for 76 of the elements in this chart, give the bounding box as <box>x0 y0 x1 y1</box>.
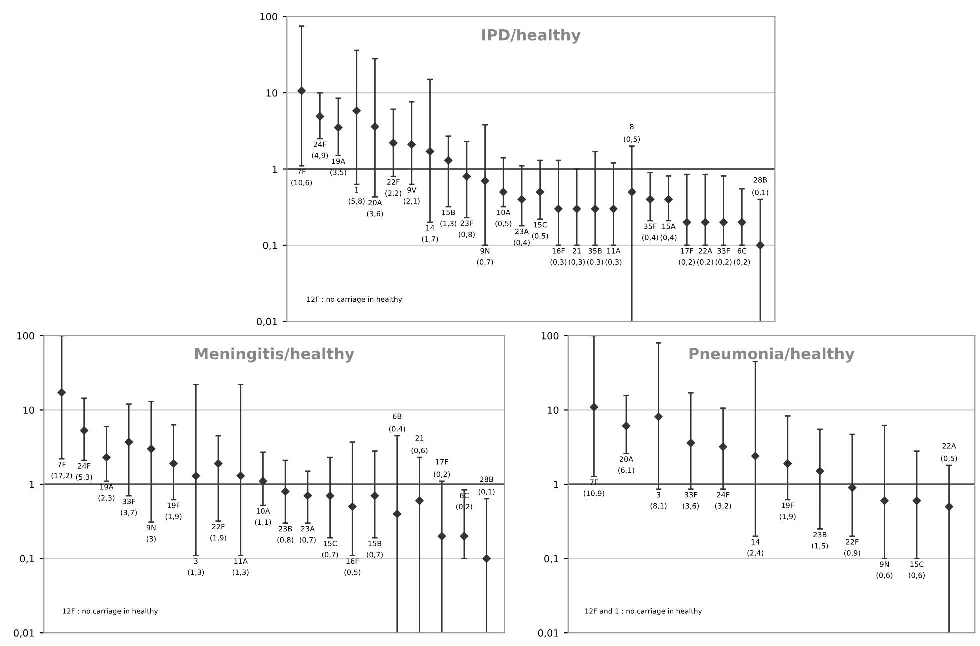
point <box>719 442 728 452</box>
y-tick-label: 0,1 <box>20 555 34 564</box>
point <box>334 124 343 132</box>
point <box>738 218 746 227</box>
y-tick-label: 100 <box>260 13 278 21</box>
y-tick-label: 0,01 <box>257 318 278 327</box>
point <box>622 422 631 430</box>
point <box>701 218 710 227</box>
text: IPD/healthy <box>482 28 581 44</box>
point <box>426 148 434 156</box>
point <box>352 106 361 116</box>
point <box>686 439 696 448</box>
point <box>281 488 290 496</box>
point <box>170 460 178 468</box>
y-tick-label: 1 <box>272 166 278 173</box>
point <box>912 496 922 506</box>
point <box>316 112 324 121</box>
y-tick-label: 10 <box>548 406 559 414</box>
point <box>259 477 268 486</box>
point <box>590 403 598 412</box>
point <box>610 204 618 214</box>
point <box>816 467 824 476</box>
y-tick-label: 10 <box>24 406 34 414</box>
point <box>682 218 692 227</box>
point <box>462 172 472 181</box>
text: Pneumonia/healthy <box>690 348 855 363</box>
y-tick-label: 0,1 <box>544 555 558 564</box>
point <box>664 195 673 204</box>
point <box>554 204 563 214</box>
point <box>389 139 398 148</box>
point <box>460 532 469 541</box>
point <box>518 195 526 204</box>
point <box>192 472 200 480</box>
y-tick-label: 1 <box>30 481 34 488</box>
y-tick-label: 10 <box>266 90 278 97</box>
point <box>408 140 416 149</box>
y-tick-label: 0,01 <box>14 630 34 638</box>
y-tick-label: 100 <box>18 332 34 340</box>
point <box>848 484 857 492</box>
point <box>348 502 357 511</box>
point <box>880 496 889 506</box>
point <box>393 510 402 518</box>
point <box>214 460 223 468</box>
point <box>416 496 424 506</box>
point <box>58 388 66 397</box>
point <box>236 472 245 480</box>
point <box>654 412 663 422</box>
point <box>482 554 491 563</box>
text: Meningitis/healthy <box>195 348 355 363</box>
y-tick-label: 0,01 <box>538 630 558 638</box>
point <box>756 241 765 250</box>
point <box>536 188 544 196</box>
y-tick-label: 0,1 <box>263 242 278 250</box>
point <box>500 188 508 196</box>
point <box>80 426 88 435</box>
point <box>628 188 636 196</box>
point <box>720 218 728 227</box>
point <box>102 453 111 462</box>
y-tick-label: 100 <box>542 332 559 340</box>
point <box>646 195 655 204</box>
point <box>438 532 446 541</box>
point <box>298 86 306 96</box>
point <box>591 204 600 214</box>
point <box>945 502 954 511</box>
y-tick-label: 1 <box>554 481 558 488</box>
point <box>784 460 792 468</box>
point <box>572 204 582 214</box>
point <box>326 492 334 500</box>
point <box>370 492 380 500</box>
point <box>147 444 156 454</box>
point <box>481 176 490 186</box>
point <box>124 438 134 446</box>
point <box>444 156 453 165</box>
point <box>371 122 380 131</box>
point <box>751 452 760 460</box>
point <box>304 492 312 500</box>
